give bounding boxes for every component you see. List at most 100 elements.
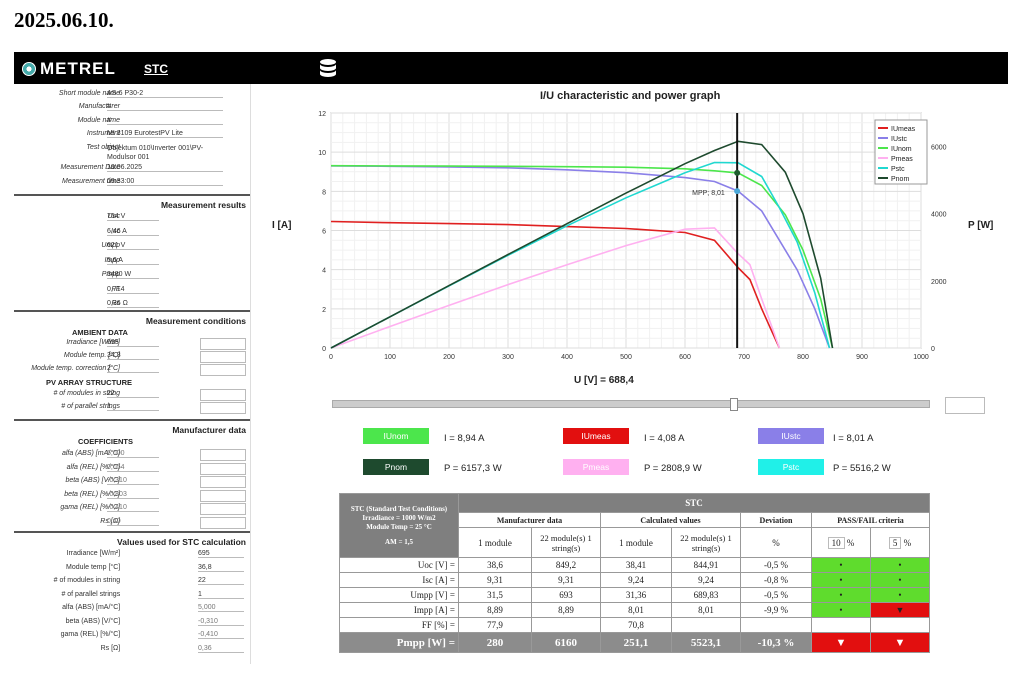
coefficient-value: 0,054	[107, 464, 159, 472]
ambient-value: 695	[107, 339, 159, 347]
legend-chip-iumeas[interactable]: IUmeas	[563, 428, 629, 444]
stc-value-value: 0,36	[198, 645, 244, 653]
module-info-row: Measurement Date 10.06.2025	[14, 164, 250, 176]
array-label: # of modules in string	[53, 390, 120, 397]
legend-chip-pmeas[interactable]: Pmeas	[563, 459, 629, 475]
x-tick-label: 500	[620, 354, 632, 361]
deviation-value: -0,5 %	[740, 587, 812, 603]
mpp-marker-stc	[734, 188, 741, 195]
pmpp-calc-22: 5523,1	[671, 632, 741, 653]
ambient-row: Module temp. correction [°C] 2	[14, 364, 250, 377]
module-info-row: Instrument MI 3109 EurotestPV Lite	[14, 130, 250, 142]
report-date: 2025.06.10.	[14, 8, 114, 32]
calc-1module-value: 9,24	[600, 572, 672, 588]
legend-label-iunom: IUnom	[891, 146, 912, 153]
x-tick-label: 600	[679, 354, 691, 361]
mfr-strings: 22 module(s) 1 string(s)	[531, 527, 601, 558]
coefficient-input[interactable]	[200, 462, 246, 475]
ambient-value: 2	[107, 365, 159, 373]
cursor-value-pmeas: P = 2808,9 W	[644, 463, 702, 474]
stc-header: STC	[458, 493, 930, 513]
result-value: 6,46 A	[107, 228, 159, 236]
series-line-pmeas	[330, 227, 781, 349]
criteria-1[interactable]: 10 %	[811, 527, 871, 558]
legend-chip-iustc[interactable]: IUstc	[758, 428, 824, 444]
module-info-label: Test object	[86, 144, 120, 151]
table-row: FF [%] = 77,9 70,8	[339, 617, 930, 633]
coefficient-input[interactable]	[200, 503, 246, 515]
coefficient-label: beta (ABS) [V/°C]	[65, 477, 120, 484]
slider-handle[interactable]	[730, 398, 738, 411]
pmpp-row: Pmpp [W] = 280 6160 251,1 5523,1 -10,3 %…	[339, 632, 930, 653]
mfr-1module-value: 77,9	[458, 617, 532, 633]
ambient-input[interactable]	[200, 338, 246, 350]
stc-value-value: 36,8	[198, 564, 244, 572]
x-tick-label: 1000	[913, 354, 929, 361]
top-bar	[14, 52, 1008, 84]
result-label: Impp	[104, 256, 120, 264]
pass-fail-1	[811, 617, 871, 633]
coefficient-input[interactable]	[200, 449, 246, 461]
module-info-row: Short module name AS-6 P30-2	[14, 90, 250, 102]
module-info-label: Manufacturer	[78, 103, 120, 110]
pass-fail-1: •	[811, 587, 871, 603]
pmpp-mfr-22: 6160	[531, 632, 601, 653]
pmpp-deviation: -10,3 %	[740, 632, 812, 653]
array-input[interactable]	[200, 389, 246, 401]
y-tick-label: 10	[318, 150, 326, 157]
coefficient-input[interactable]	[200, 476, 246, 488]
module-info-label: Short module name	[58, 90, 120, 97]
stc-value-label: Module temp [°C]	[66, 563, 121, 571]
series-line-pstc	[330, 161, 831, 349]
coefficient-row: alfa (ABS) [mA/°C] 5,000	[14, 449, 250, 462]
result-row: Pmpp 3480 W	[14, 271, 250, 283]
legend-label-iustc: IUstc	[891, 136, 907, 143]
stc-value-label: Irradiance [W/m²]	[66, 550, 121, 557]
pass-fail-2: •	[870, 557, 930, 573]
legend-chip-pstc[interactable]: Pstc	[758, 459, 824, 475]
legend-chip-pnom[interactable]: Pnom	[363, 459, 429, 475]
plot-area	[330, 112, 922, 349]
series-line-pnom	[330, 140, 834, 349]
row-label: Uoc [V] =	[339, 557, 459, 573]
legend-chip-iunom[interactable]: IUnom	[363, 428, 429, 444]
row-label: Isc [A] =	[339, 572, 459, 588]
y2-tick-label: 2000	[931, 279, 947, 286]
tab-stc[interactable]: STC	[144, 62, 168, 76]
table-row: Impp [A] = 8,89 8,89 8,01 8,01 -9,9 % • …	[339, 602, 930, 618]
row-label: Umpp [V] =	[339, 587, 459, 603]
module-info-row: Manufacturer #	[14, 103, 250, 115]
y2-tick-label: 6000	[931, 145, 947, 152]
result-row: Umpp 621 V	[14, 242, 250, 254]
series-line-iustc	[330, 165, 831, 349]
stc-conditions-cell: STC (Standard Test Conditions) Irradiance…	[339, 493, 459, 558]
y-tick-label: 0	[322, 346, 326, 353]
slider-value-box[interactable]	[945, 397, 985, 414]
cursor-value-pstc: P = 5516,2 W	[833, 463, 891, 474]
mpp-marker-nom	[734, 169, 741, 176]
module-info-row: Module name #	[14, 117, 250, 129]
database-icon[interactable]	[318, 58, 338, 80]
module-info-label: Measurement Date	[60, 164, 120, 171]
voltage-slider[interactable]	[332, 400, 930, 408]
deviation-header: Deviation	[740, 512, 812, 528]
stc-values-section	[14, 531, 250, 533]
y2-tick-label: 4000	[931, 212, 947, 219]
coefficient-input[interactable]	[200, 489, 246, 502]
calc-strings-value: 844,91	[671, 557, 741, 573]
array-row: # of parallel strings 1	[14, 402, 250, 415]
result-label: Pmpp	[101, 271, 120, 278]
stc-value-value: 5,000	[198, 604, 244, 612]
calc-strings-value: 689,83	[671, 587, 741, 603]
calc-header: Calculated values	[600, 512, 741, 528]
coefficient-input[interactable]	[200, 516, 246, 529]
ambient-input[interactable]	[200, 351, 246, 363]
coefficient-label: Rs [Ω]	[100, 517, 120, 525]
logo-text: METREL	[40, 59, 116, 78]
mfr-header: Manufacturer data	[458, 512, 601, 528]
passfail-header: PASS/FAIL criteria	[811, 512, 930, 528]
array-input[interactable]	[200, 402, 246, 414]
deviation-value: -0,5 %	[740, 557, 812, 573]
ambient-input[interactable]	[200, 364, 246, 376]
criteria-2[interactable]: 5 %	[870, 527, 930, 558]
